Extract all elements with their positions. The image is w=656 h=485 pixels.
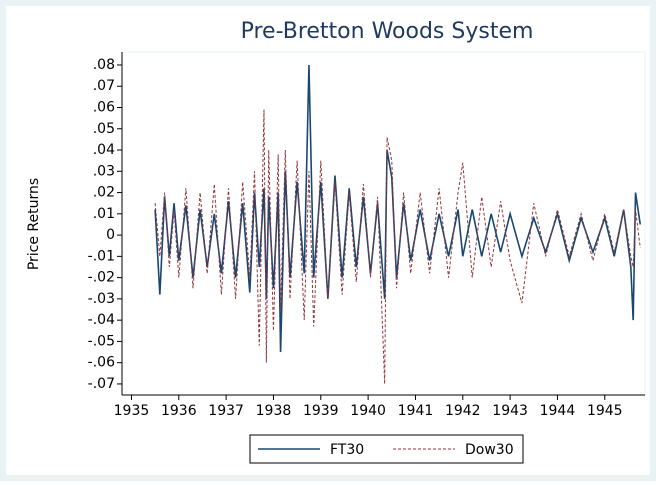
y-tick-label: -.01 [88,248,115,264]
y-tick-label: .08 [93,57,115,73]
y-tick-label: -.05 [88,333,115,349]
y-tick-label: .07 [93,78,115,94]
chart-title: Pre-Bretton Woods System [241,19,534,44]
x-tick-label: 1936 [161,403,197,419]
x-tick-label: 1935 [114,403,150,419]
y-tick-label: .02 [93,185,115,201]
x-tick-label: 1943 [492,403,528,419]
y-tick-label: 0 [106,227,115,243]
legend-label: Dow30 [465,442,514,458]
y-tick-label: -.02 [88,270,115,286]
y-tick-label: .01 [93,206,115,222]
y-tick-label: -.07 [88,376,115,392]
x-tick-label: 1937 [208,403,244,419]
legend-label: FT30 [330,442,364,458]
y-tick-label: .03 [93,163,115,179]
y-tick-label: -.03 [88,291,115,307]
x-tick-label: 1941 [398,403,434,419]
y-tick-label: .04 [93,142,115,158]
plot-region [121,51,646,396]
y-tick-label: -.04 [88,312,115,328]
x-tick-label: 1939 [303,403,339,419]
y-axis-label: Price Returns [26,178,42,270]
x-tick-label: 1945 [587,403,623,419]
y-tick-label: .05 [93,121,115,137]
x-tick-label: 1938 [256,403,292,419]
x-tick-label: 1944 [540,403,576,419]
y-tick-label: -.06 [88,355,115,371]
x-tick-label: 1940 [350,403,386,419]
y-tick-label: .06 [93,100,115,116]
x-tick-label: 1942 [445,403,481,419]
legend: FT30 Dow30 [249,434,524,464]
